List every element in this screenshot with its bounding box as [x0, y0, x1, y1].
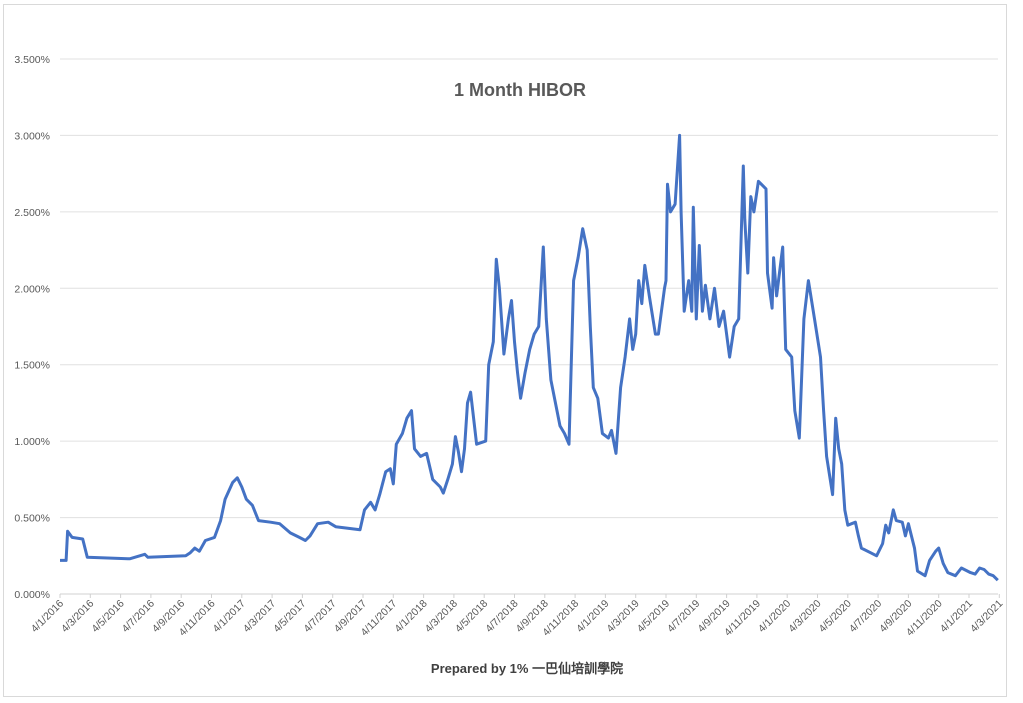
- y-tick-label: 2.500%: [14, 207, 50, 219]
- series-line: [60, 133, 999, 582]
- y-tick-label: 2.000%: [14, 283, 50, 295]
- y-axis-ticks: 0.000% 0.500% 1.000% 1.500% 2.000% 2.500% 3.00…: [14, 54, 50, 601]
- y-tick-label: 3.000%: [14, 130, 50, 142]
- chart-title: 1 Month HIBOR: [454, 80, 586, 100]
- series-group: [59, 133, 999, 582]
- x-axis-ticks: 4/1/20164/3/20164/5/20164/7/20164/9/2016…: [29, 594, 1006, 639]
- y-tick-label: 1.500%: [14, 360, 50, 372]
- chart-frame: [3, 4, 1007, 697]
- gridlines: [60, 58, 998, 595]
- chart-footer: Prepared by 1% 一巴仙培訓學院: [431, 661, 623, 676]
- y-tick-label: 3.500%: [14, 54, 50, 66]
- y-tick-label: 0.500%: [14, 513, 50, 525]
- y-tick-label: 0.000%: [14, 589, 50, 601]
- y-tick-label: 1.000%: [14, 436, 50, 448]
- x-tick-label: 4/3/2021: [968, 598, 1005, 635]
